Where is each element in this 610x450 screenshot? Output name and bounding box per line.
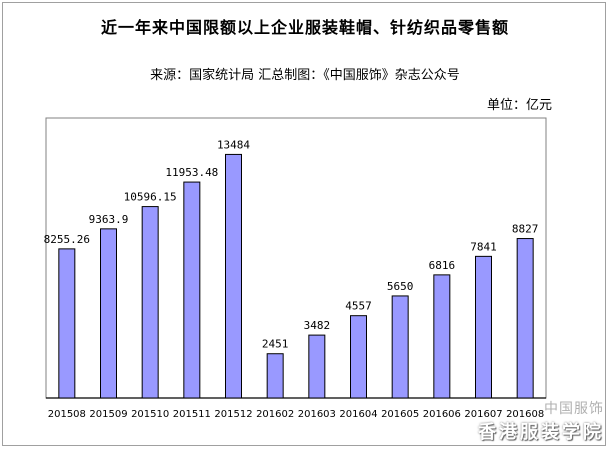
data-label-201512: 13484 [217, 138, 250, 151]
x-tick-label-201606: 201606 [423, 409, 461, 420]
plot-area [45, 117, 547, 399]
x-tick-label-201605: 201605 [381, 409, 419, 420]
bar-201512 [225, 153, 242, 399]
bar-201607 [475, 255, 492, 399]
x-tick-label-201508: 201508 [48, 409, 86, 420]
source-note: 来源：国家统计局 汇总制图：《中国服饰》杂志公众号 [150, 68, 460, 83]
data-label-201605: 5650 [387, 280, 414, 293]
bar-201602 [266, 353, 284, 399]
bar-201608 [516, 238, 534, 399]
x-tick-label-201512: 201512 [214, 409, 252, 420]
x-tick-label-201603: 201603 [298, 409, 336, 420]
data-label-201511: 11953.48 [165, 166, 218, 179]
bar-201511 [183, 181, 201, 399]
bar-201605 [391, 295, 409, 399]
x-tick-label-201604: 201604 [339, 409, 377, 420]
bar-201510 [141, 206, 159, 399]
data-label-201602: 2451 [262, 338, 289, 351]
data-label-201510: 10596.15 [124, 191, 177, 204]
chart-title: 近一年来中国限额以上企业服装鞋帽、针纺织品零售额 [100, 18, 509, 37]
data-label-201604: 4557 [345, 300, 372, 313]
x-tick-label-201509: 201509 [89, 409, 127, 420]
bar-201604 [350, 315, 367, 399]
x-tick-label-201511: 201511 [173, 409, 211, 420]
bar-201509 [100, 228, 117, 399]
data-label-201508: 8255.26 [44, 233, 90, 246]
watermark-brand: 中国服饰 [544, 401, 604, 417]
x-tick-label-201608: 201608 [506, 409, 544, 420]
unit-label: 单位：亿元 [486, 98, 552, 113]
data-label-201509: 9363.9 [89, 213, 129, 226]
bar-201603 [308, 334, 326, 399]
data-label-201603: 3482 [304, 319, 331, 332]
x-tick-label-201510: 201510 [131, 409, 169, 420]
bar-201606 [433, 274, 451, 399]
x-tick-label-201602: 201602 [256, 409, 294, 420]
bar-201508 [58, 248, 76, 399]
data-label-201606: 6816 [429, 259, 456, 272]
x-tick-label-201607: 201607 [464, 409, 502, 420]
watermark-text: 香港服装学院 [478, 422, 604, 443]
data-label-201607: 7841 [470, 240, 497, 253]
data-label-201608: 8827 [512, 223, 539, 236]
